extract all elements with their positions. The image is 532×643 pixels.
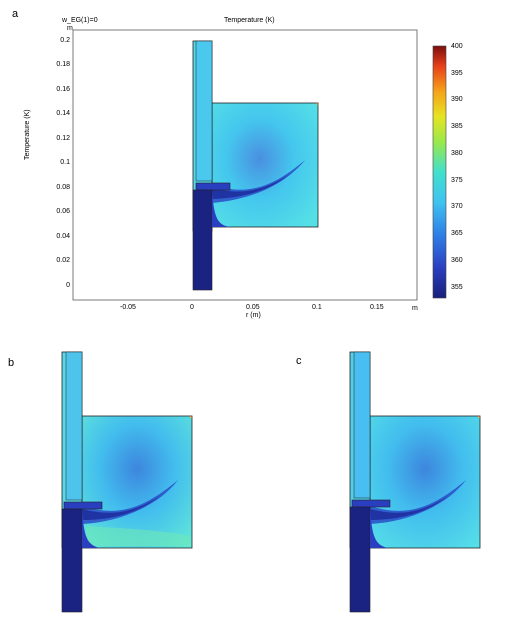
- x-tick-0-15: 0.15: [370, 304, 384, 311]
- colorbar-tick-385: 385: [451, 123, 463, 130]
- y-tick-0-18: 0.18: [56, 61, 70, 68]
- colorbar-tick-365: 365: [451, 230, 463, 237]
- hot-corner: [170, 416, 192, 438]
- plot-title: Temperature (K): [224, 17, 275, 24]
- cold-plume-core: [82, 496, 160, 520]
- riser-inner: [65, 351, 83, 501]
- colorbar-tick-355: 355: [451, 284, 463, 291]
- pipe-shoulder: [82, 509, 100, 548]
- colorbar-tick-360: 360: [451, 257, 463, 264]
- x-unit-label: m: [412, 305, 418, 312]
- hot-corner: [458, 416, 480, 438]
- x-tick-neg-0-05: -0.05: [120, 304, 136, 311]
- y-tick-0-1: 0.1: [60, 159, 70, 166]
- colorbar-tick-380: 380: [451, 150, 463, 157]
- y-tick-0-2: 0.2: [60, 37, 70, 44]
- cold-plume-core: [370, 496, 448, 520]
- y-tick-0-16: 0.16: [56, 86, 70, 93]
- cold-pipe: [192, 189, 213, 291]
- riser-inner: [353, 351, 371, 499]
- colorbar-tick-370: 370: [451, 203, 463, 210]
- x-tick-0: 0: [190, 304, 194, 311]
- temperature-plot-c: [349, 351, 481, 613]
- x-tick-0-05: 0.05: [246, 304, 260, 311]
- y-tick-0-08: 0.08: [56, 184, 70, 191]
- y-tick-0-02: 0.02: [56, 257, 70, 264]
- baffle: [63, 501, 103, 510]
- y-tick-0-04: 0.04: [56, 233, 70, 240]
- y-axis-label: Temperature (K): [24, 109, 31, 160]
- panel-label-b: b: [8, 357, 15, 369]
- riser-inner: [195, 40, 213, 182]
- colorbar-tick-390: 390: [451, 96, 463, 103]
- plot-frame: [72, 29, 418, 301]
- x-axis-label: r (m): [246, 312, 261, 319]
- cold-pipe: [61, 508, 83, 613]
- panel-label-c: c: [296, 355, 302, 367]
- pipe-shoulder: [370, 507, 388, 548]
- temperature-plot-a: [72, 29, 447, 301]
- parameter-label: w_EG(1)=0: [62, 17, 98, 24]
- colorbar-tick-375: 375: [451, 177, 463, 184]
- y-tick-0-06: 0.06: [56, 208, 70, 215]
- green-lower-band: [86, 526, 190, 546]
- baffle: [351, 499, 391, 508]
- pipe-shoulder: [212, 190, 230, 227]
- y-tick-0-14: 0.14: [56, 110, 70, 117]
- baffle: [195, 182, 231, 191]
- colorbar-tick-395: 395: [451, 70, 463, 77]
- hot-corner: [298, 103, 318, 123]
- y-tick-0-12: 0.12: [56, 135, 70, 142]
- cold-plume-core: [212, 174, 290, 199]
- x-tick-0-1: 0.1: [312, 304, 322, 311]
- colorbar-tick-400: 400: [451, 43, 463, 50]
- temperature-plot-b: [61, 351, 193, 613]
- colorbar: [432, 45, 447, 299]
- panel-label-a: a: [12, 8, 19, 20]
- y-tick-0: 0: [66, 282, 70, 289]
- cold-pipe: [349, 506, 371, 613]
- y-unit-label: m: [67, 25, 73, 32]
